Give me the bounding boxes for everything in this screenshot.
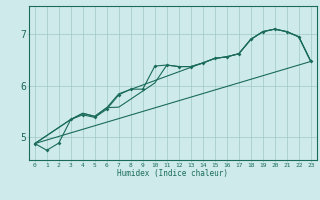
X-axis label: Humidex (Indice chaleur): Humidex (Indice chaleur) — [117, 169, 228, 178]
